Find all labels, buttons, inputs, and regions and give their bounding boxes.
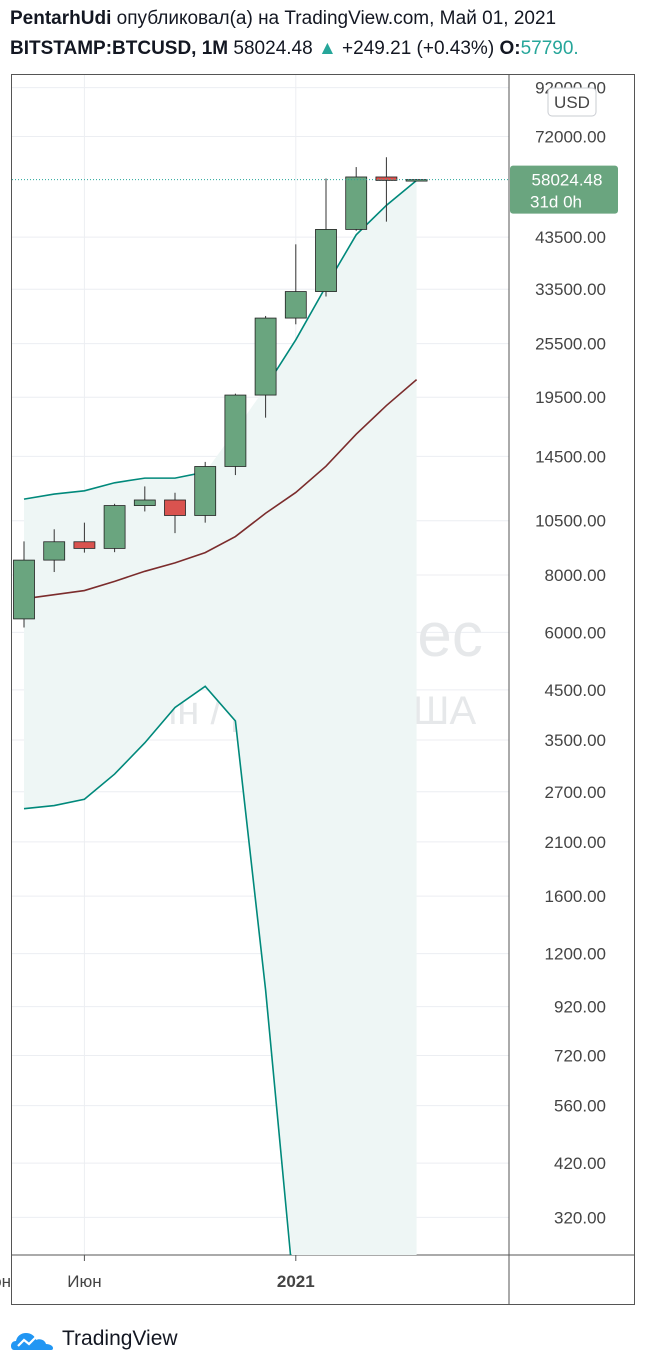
lower-band-line	[23, 685, 292, 1255]
candle-body[interactable]	[73, 541, 96, 549]
author-name[interactable]: PentarhUdi	[10, 8, 112, 29]
x-tick-label: Июн	[67, 1272, 101, 1291]
y-tick-label: 25500.00	[535, 335, 606, 354]
y-tick-label: 3500.00	[545, 731, 606, 750]
channel-fill	[24, 180, 417, 1255]
candle-body[interactable]	[13, 559, 35, 620]
candle-body[interactable]	[375, 176, 398, 181]
currency-button[interactable]	[547, 87, 597, 117]
tradingview-logo-icon[interactable]	[10, 1326, 56, 1352]
candle-body[interactable]	[405, 179, 428, 182]
open-label: O:	[499, 38, 521, 59]
candle-body[interactable]	[284, 291, 307, 319]
symbol-line: BITSTAMP:BTCUSD, 1M 58024.48 ▲ +249.21 (…	[10, 38, 579, 60]
y-tick-label: 1600.00	[545, 887, 606, 906]
price-tag	[510, 165, 618, 214]
y-tick-label: 2700.00	[545, 783, 606, 802]
chart-frame	[11, 74, 635, 1305]
y-tick-label: 6000.00	[545, 623, 606, 642]
price-change: +249.21 (+0.43%)	[342, 38, 495, 59]
candle-body[interactable]	[164, 499, 186, 516]
footer: TradingView	[10, 1324, 178, 1354]
y-tick-label: 72000.00	[535, 128, 606, 147]
channel-group	[23, 179, 418, 1255]
price-tag-countdown: 31d 0h	[530, 193, 582, 212]
candle-body[interactable]	[194, 466, 217, 516]
currency-button-label: USD	[554, 93, 590, 112]
upper-band-line	[23, 471, 206, 500]
y-tick-label: 720.00	[554, 1047, 606, 1066]
y-tick-label: 1200.00	[545, 945, 606, 964]
y-tick-label: 33500.00	[535, 280, 606, 299]
published-text: опубликовал(а) на TradingView.com, Май 0…	[116, 8, 557, 29]
last-price: 58024.48	[233, 38, 313, 59]
brand-name[interactable]: TradingView	[62, 1327, 178, 1350]
y-tick-label: 2100.00	[545, 833, 606, 852]
y-tick-label: 43500.00	[535, 228, 606, 247]
y-tick-label: 920.00	[554, 998, 606, 1017]
moving-average-line	[23, 378, 418, 600]
symbol-label[interactable]: BITSTAMP:BTCUSD, 1M	[10, 38, 229, 59]
candle-body[interactable]	[133, 499, 156, 506]
candle-body[interactable]	[315, 229, 337, 292]
open-value: 57790.	[520, 38, 579, 59]
y-tick-label: 4500.00	[545, 681, 606, 700]
x-tick-label: Июн	[0, 1272, 11, 1291]
price-tag-value: 58024.48	[532, 171, 603, 190]
y-tick-label: 14500.00	[535, 447, 606, 466]
change-arrow-icon: ▲	[317, 38, 337, 59]
y-tick-label: 19500.00	[535, 388, 606, 407]
candle-body[interactable]	[103, 505, 126, 549]
candle-body[interactable]	[254, 317, 277, 396]
candle-body[interactable]	[43, 541, 66, 561]
y-tick-label: 8000.00	[545, 566, 606, 585]
candle-body[interactable]	[345, 176, 368, 230]
y-tick-label: 560.00	[554, 1097, 606, 1116]
y-tick-label: 10500.00	[535, 512, 606, 531]
candle-body[interactable]	[224, 394, 247, 467]
y-tick-label: 320.00	[554, 1208, 606, 1227]
x-tick-label: 2021	[277, 1272, 315, 1291]
middle-band-line	[264, 179, 418, 388]
y-tick-label: 420.00	[554, 1154, 606, 1173]
publish-line: PentarhUdi опубликовал(а) на TradingView…	[10, 8, 556, 30]
